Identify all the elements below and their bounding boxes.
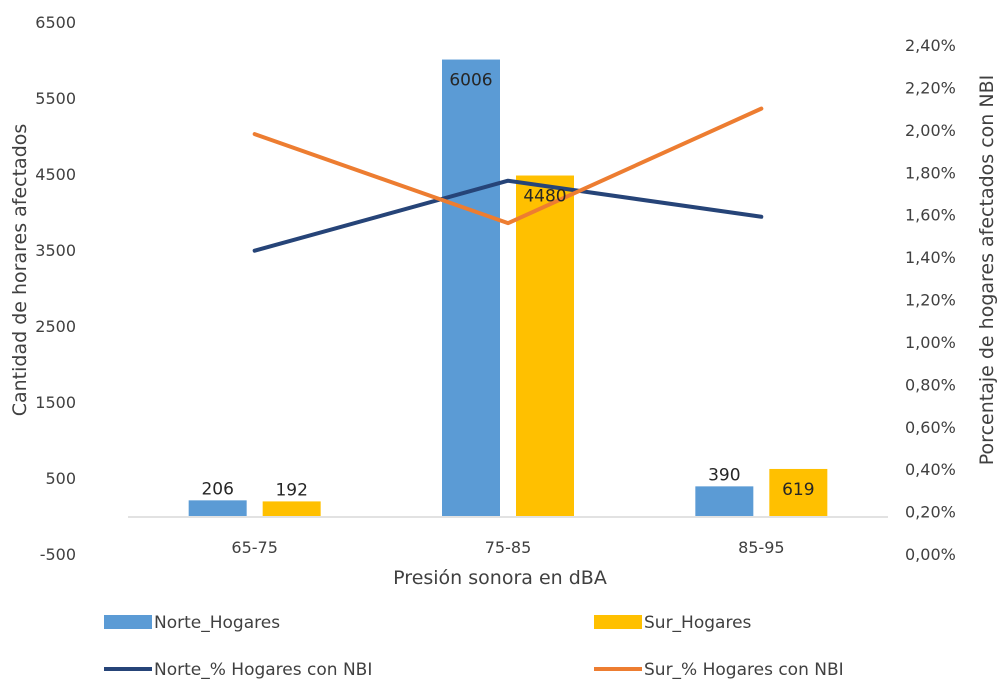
x-axis-ticks: 65-75 75-85 85-95 [231,538,784,557]
bar [442,59,500,516]
legend-label-norte-hogares: Norte_Hogares [154,613,280,633]
y-tick-label: 1500 [35,393,76,412]
bar [188,500,247,516]
legend: Norte_Hogares Sur_Hogares Norte_% Hogare… [104,613,844,680]
y-tick-label: 3500 [35,241,76,260]
y2-tick-label: 1,60% [905,206,956,225]
y2-axis-title: Porcentaje de hogares afectados con NBI [976,75,998,465]
y-tick-label: 500 [45,469,76,488]
series-line [252,106,764,226]
legend-label-sur-nbi: Sur_% Hogares con NBI [644,660,844,680]
y2-tick-label: 0,40% [905,460,956,479]
y2-tick-label: 2,20% [905,78,956,97]
y2-tick-label: 0,00% [905,545,956,564]
legend-label-norte-nbi: Norte_% Hogares con NBI [154,660,372,680]
y2-tick-label: 0,80% [905,375,956,394]
series-line [252,178,764,253]
y2-tick-label: 2,40% [905,36,956,55]
y-tick-label: -500 [40,545,76,564]
bar-data-label: 4480 [523,187,566,207]
x-tick-label: 65-75 [231,538,278,557]
bar [516,175,574,516]
bar [695,486,754,516]
y-tick-label: 2500 [35,317,76,336]
y2-tick-label: 0,60% [905,418,956,437]
bar-data-label: 390 [708,465,740,485]
y-tick-label: 4500 [35,165,76,184]
bar-data-label: 619 [782,480,814,500]
bar-data-label: 192 [275,480,307,500]
lines [252,106,764,253]
bar [769,468,828,516]
y2-tick-label: 1,40% [905,248,956,267]
y2-tick-label: 0,20% [905,503,956,522]
y2-tick-label: 2,00% [905,121,956,140]
y-tick-label: 6500 [35,13,76,32]
y-axis-title: Cantidad de horares afectados [9,124,31,417]
bars [188,59,828,516]
x-axis-title: Presión sonora en dBA [393,567,607,589]
x-tick-label: 85-95 [738,538,785,557]
y2-axis-ticks: 0,00% 0,20% 0,40% 0,60% 0,80% 1,00% 1,20% 1,40%… [905,36,956,564]
bar-data-labels: 206 6006 390 192 4480 619 [201,71,814,501]
x-tick-label: 75-85 [485,538,532,557]
y2-tick-label: 1,20% [905,291,956,310]
bar-data-label: 6006 [449,71,492,91]
bar-data-label: 206 [201,479,233,499]
legend-label-sur-hogares: Sur_Hogares [644,613,752,633]
legend-swatch-sur-hogares [594,615,642,629]
bar [262,501,321,516]
y-axis-ticks: -500 500 1500 2500 3500 4500 5500 6500 [35,13,76,564]
y-tick-label: 5500 [35,89,76,108]
y2-tick-label: 1,00% [905,333,956,352]
y2-tick-label: 1,80% [905,163,956,182]
legend-swatch-norte-hogares [104,615,152,629]
